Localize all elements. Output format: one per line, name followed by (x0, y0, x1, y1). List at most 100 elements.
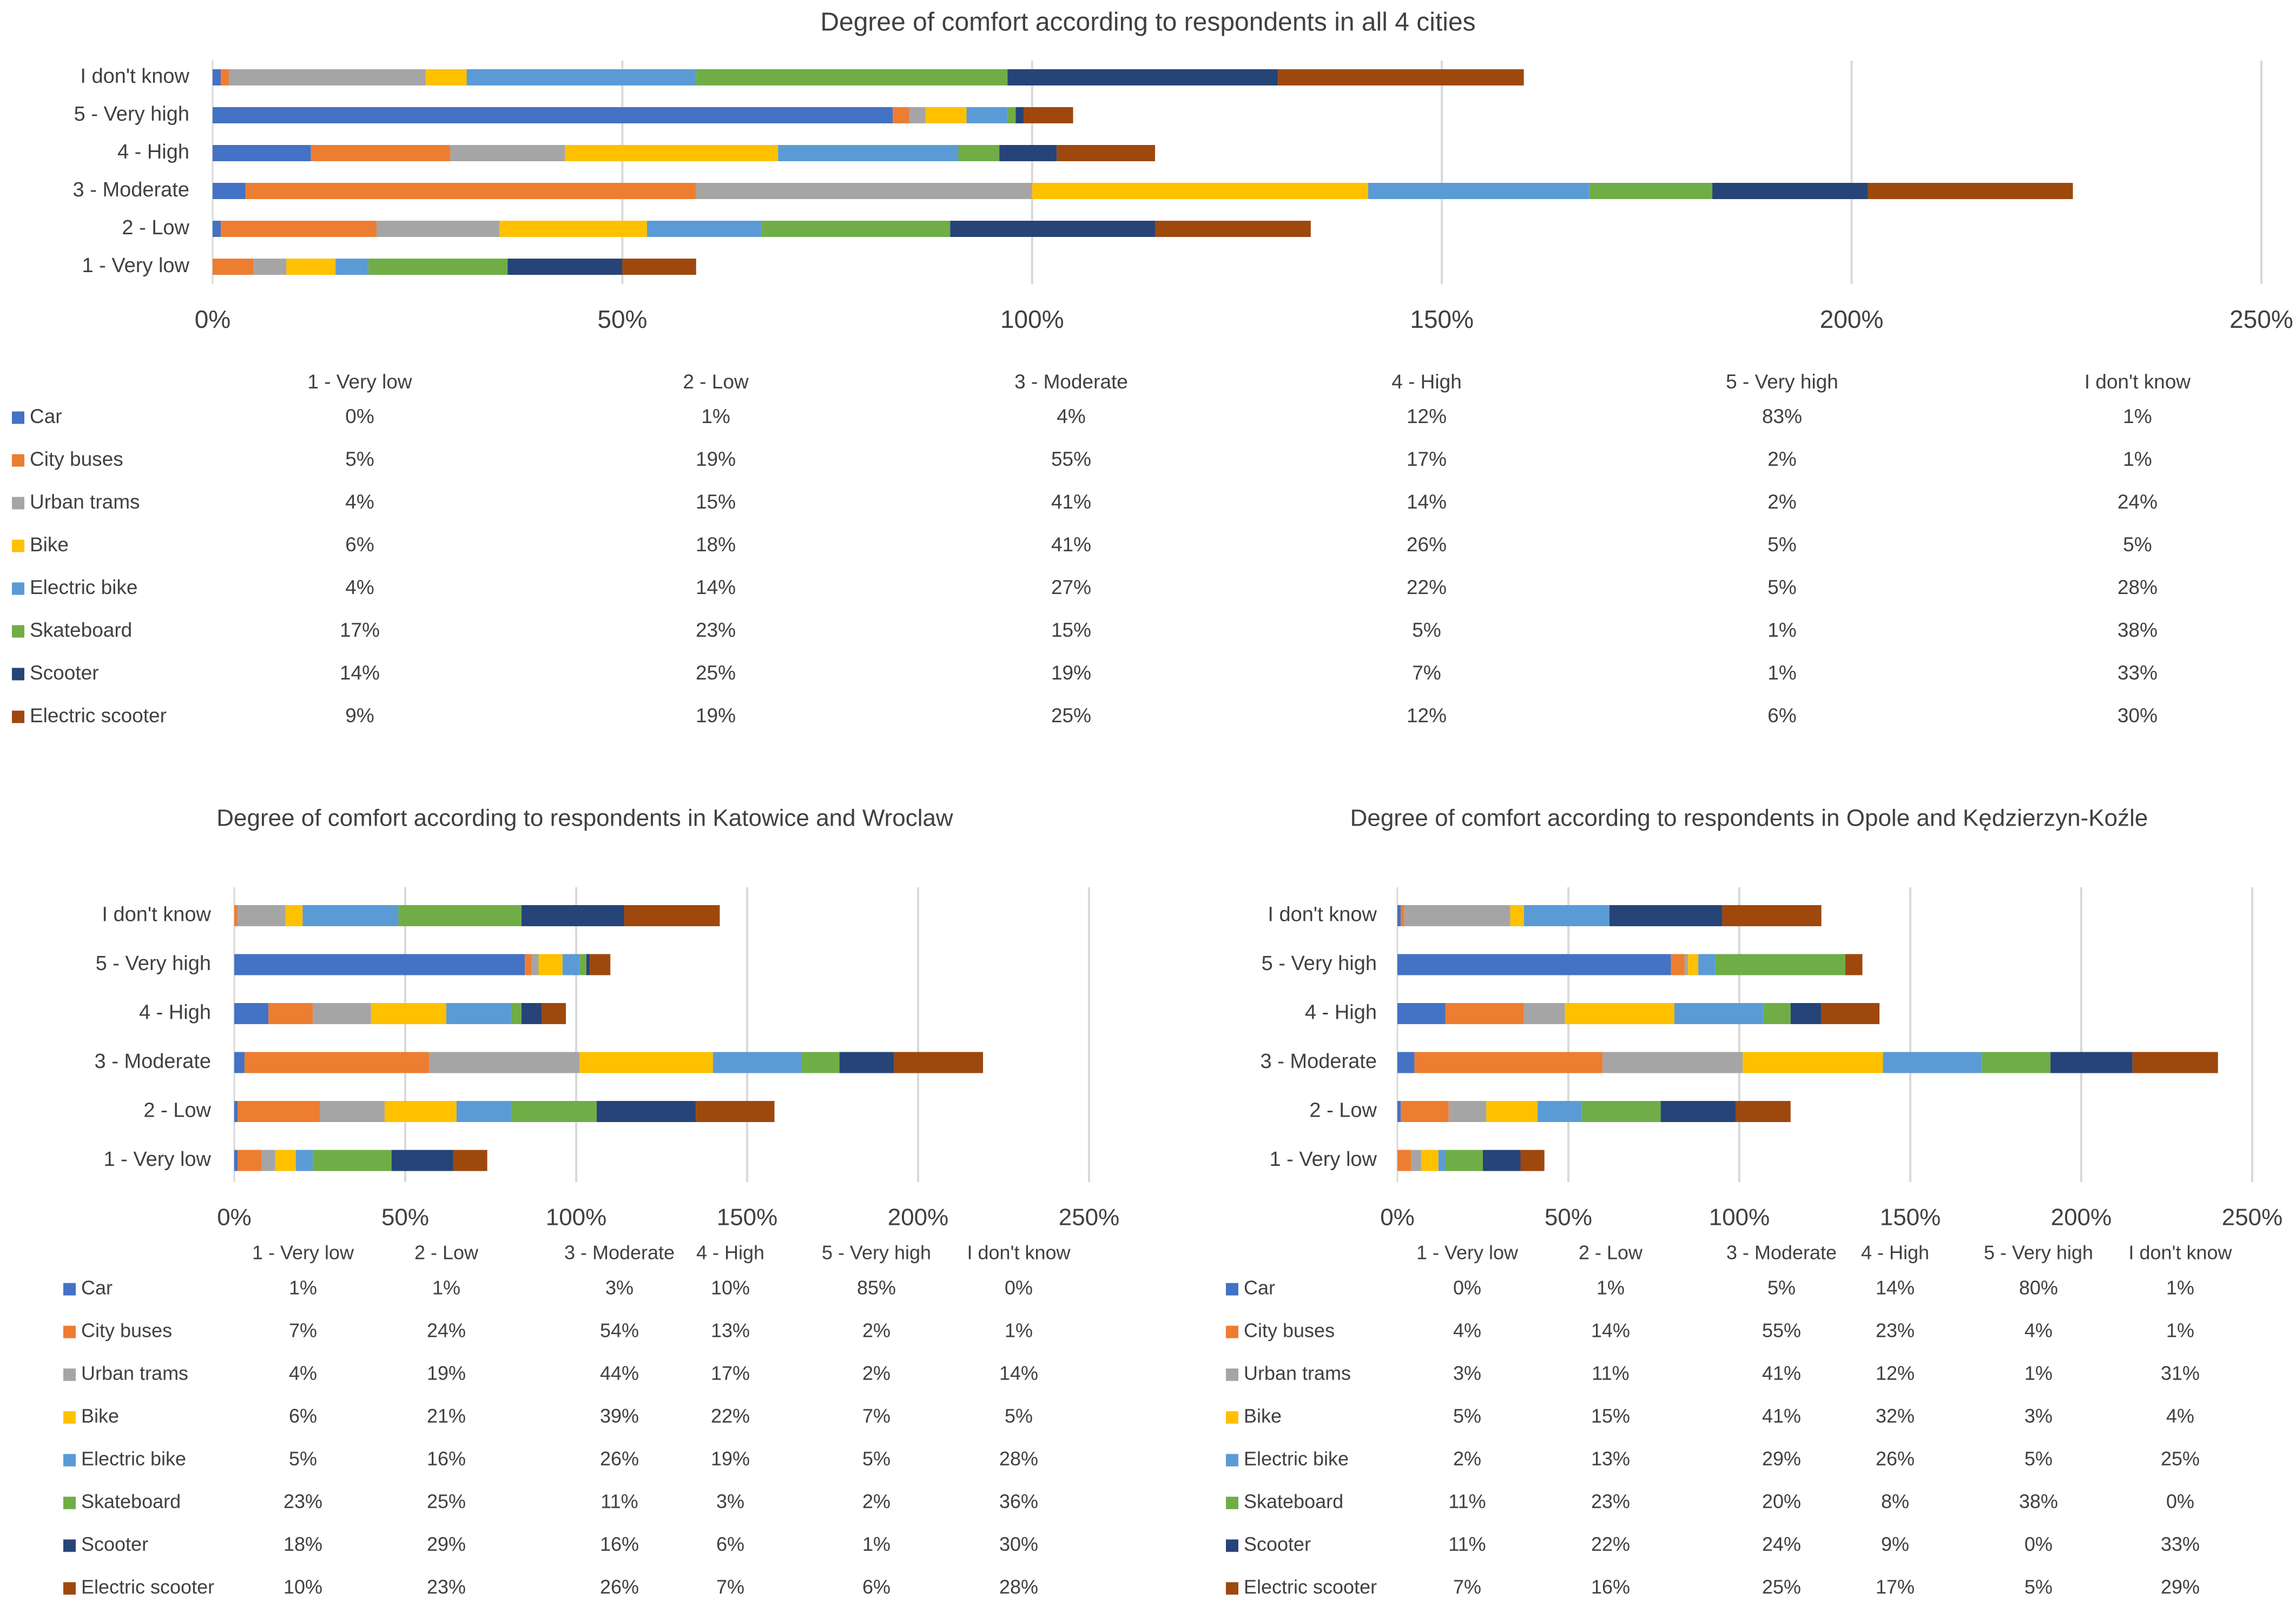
table-cell: 0% (2024, 1533, 2053, 1555)
table-row-label: City buses (1244, 1320, 1335, 1342)
table-row-label: Bike (30, 533, 69, 556)
table-cell: 23% (427, 1576, 466, 1598)
table-cell: 25% (696, 662, 736, 684)
bar-segment-electric-bike (646, 221, 762, 237)
table-column-header: 3 - Moderate (1014, 371, 1128, 393)
legend-key-urban-trams (12, 497, 24, 510)
bar-segment-scooter (521, 1003, 542, 1024)
bar-segment-skateboard (696, 69, 1008, 85)
bar-segment-electric-bike (302, 905, 399, 926)
table-cell: 2% (862, 1320, 890, 1342)
table-column-header: 5 - Very high (1726, 371, 1838, 393)
bar-segment-electric-scooter (590, 954, 611, 975)
table-cell: 55% (1762, 1320, 1801, 1342)
legend-key-city-buses (63, 1325, 76, 1338)
bar-segment-city-buses (234, 905, 238, 926)
table-cell: 5% (2024, 1448, 2053, 1470)
table-cell: 11% (1592, 1362, 1629, 1384)
table-cell: 44% (600, 1362, 639, 1384)
table-column-header: 2 - Low (683, 371, 749, 393)
bar-segment-car (1397, 954, 1671, 975)
bar-segment-car (234, 954, 525, 975)
bar-segment-city-buses (237, 1101, 320, 1122)
table-cell: 5% (345, 448, 374, 470)
chart-title: Degree of comfort according to responden… (216, 805, 953, 832)
category-label: 5 - Very high (74, 103, 189, 126)
bar-segment-car (1397, 1003, 1446, 1024)
bar-segment-city-buses (268, 1003, 313, 1024)
table-column-header: 2 - Low (1579, 1242, 1643, 1264)
bar-segment-city-buses (1414, 1052, 1603, 1073)
bar-segment-car (234, 1052, 245, 1073)
legend-key-car (1226, 1283, 1238, 1296)
table-cell: 16% (1591, 1576, 1630, 1598)
table-cell: 26% (1876, 1448, 1915, 1470)
bar-segment-electric-bike (1368, 183, 1589, 199)
table-column-header: I don't know (967, 1242, 1071, 1264)
category-label: 4 - High (139, 1001, 211, 1024)
bar-segment-bike (925, 107, 967, 123)
bar-segment-skateboard (1589, 183, 1713, 199)
bar-segment-skateboard (398, 905, 522, 926)
bar-segment-scooter (999, 145, 1057, 161)
table-cell: 27% (1051, 576, 1091, 598)
legend-key-electric-bike (63, 1454, 76, 1467)
table-cell: 5% (2024, 1576, 2053, 1598)
bar-segment-scooter (521, 905, 624, 926)
table-cell: 54% (600, 1320, 639, 1342)
bar-segment-skateboard (1763, 1003, 1791, 1024)
bar-segment-skateboard (313, 1150, 392, 1171)
table-cell: 32% (1876, 1405, 1915, 1427)
bar-segment-skateboard (802, 1052, 840, 1073)
x-tick-label: 200% (2051, 1204, 2112, 1231)
table-cell: 1% (2024, 1362, 2053, 1384)
table-cell: 5% (2123, 533, 2152, 556)
legend-key-skateboard (1226, 1496, 1238, 1509)
bar-segment-electric-scooter (894, 1052, 984, 1073)
table-cell: 25% (1051, 704, 1091, 727)
bar-segment-city-buses (244, 1052, 430, 1073)
table-column-header: I don't know (2084, 371, 2191, 393)
table-row-label: Electric bike (30, 576, 137, 598)
table-cell: 11% (1448, 1490, 1486, 1513)
table-cell: 7% (862, 1405, 890, 1427)
table-cell: 11% (1448, 1533, 1486, 1555)
bar-segment-electric-scooter (542, 1003, 566, 1024)
bar-segment-city-buses (311, 145, 451, 161)
table-cell: 20% (1762, 1490, 1801, 1513)
bar-segment-car (1397, 905, 1401, 926)
table-cell: 5% (1767, 1277, 1796, 1299)
bar-segment-urban-trams (237, 905, 286, 926)
bar-segment-urban-trams (450, 145, 565, 161)
legend-key-electric-scooter (63, 1582, 76, 1595)
table-cell: 25% (2161, 1448, 2200, 1470)
bar-segment-skateboard (1715, 954, 1845, 975)
table-cell: 1% (289, 1277, 317, 1299)
legend-key-scooter (1226, 1539, 1238, 1552)
bar-segment-electric-bike (562, 954, 580, 975)
bar-segment-city-buses (893, 107, 909, 123)
table-cell: 19% (1051, 662, 1091, 684)
table-cell: 6% (345, 533, 374, 556)
bar-segment-bike (1032, 183, 1368, 199)
legend-key-bike (1226, 1411, 1238, 1424)
table-cell: 18% (696, 533, 736, 556)
bar-segment-electric-bike (1438, 1150, 1446, 1171)
table-cell: 2% (1767, 448, 1796, 470)
table-row-label: Bike (1244, 1405, 1282, 1427)
bar-segment-electric-bike (335, 259, 368, 275)
x-tick-label: 150% (1880, 1204, 1941, 1231)
table-cell: 19% (711, 1448, 750, 1470)
legend-key-urban-trams (63, 1368, 76, 1381)
bar-segment-bike (1421, 1150, 1439, 1171)
table-cell: 1% (701, 405, 730, 427)
table-row-label: Skateboard (81, 1490, 181, 1513)
table-cell: 8% (1881, 1490, 1909, 1513)
x-tick-label: 0% (1380, 1204, 1415, 1231)
bar-segment-bike (1510, 905, 1524, 926)
table-cell: 14% (1407, 491, 1447, 513)
table-cell: 4% (1057, 405, 1085, 427)
table-cell: 29% (2161, 1576, 2200, 1598)
table-cell: 1% (1005, 1320, 1033, 1342)
bar-segment-scooter (1712, 183, 1868, 199)
